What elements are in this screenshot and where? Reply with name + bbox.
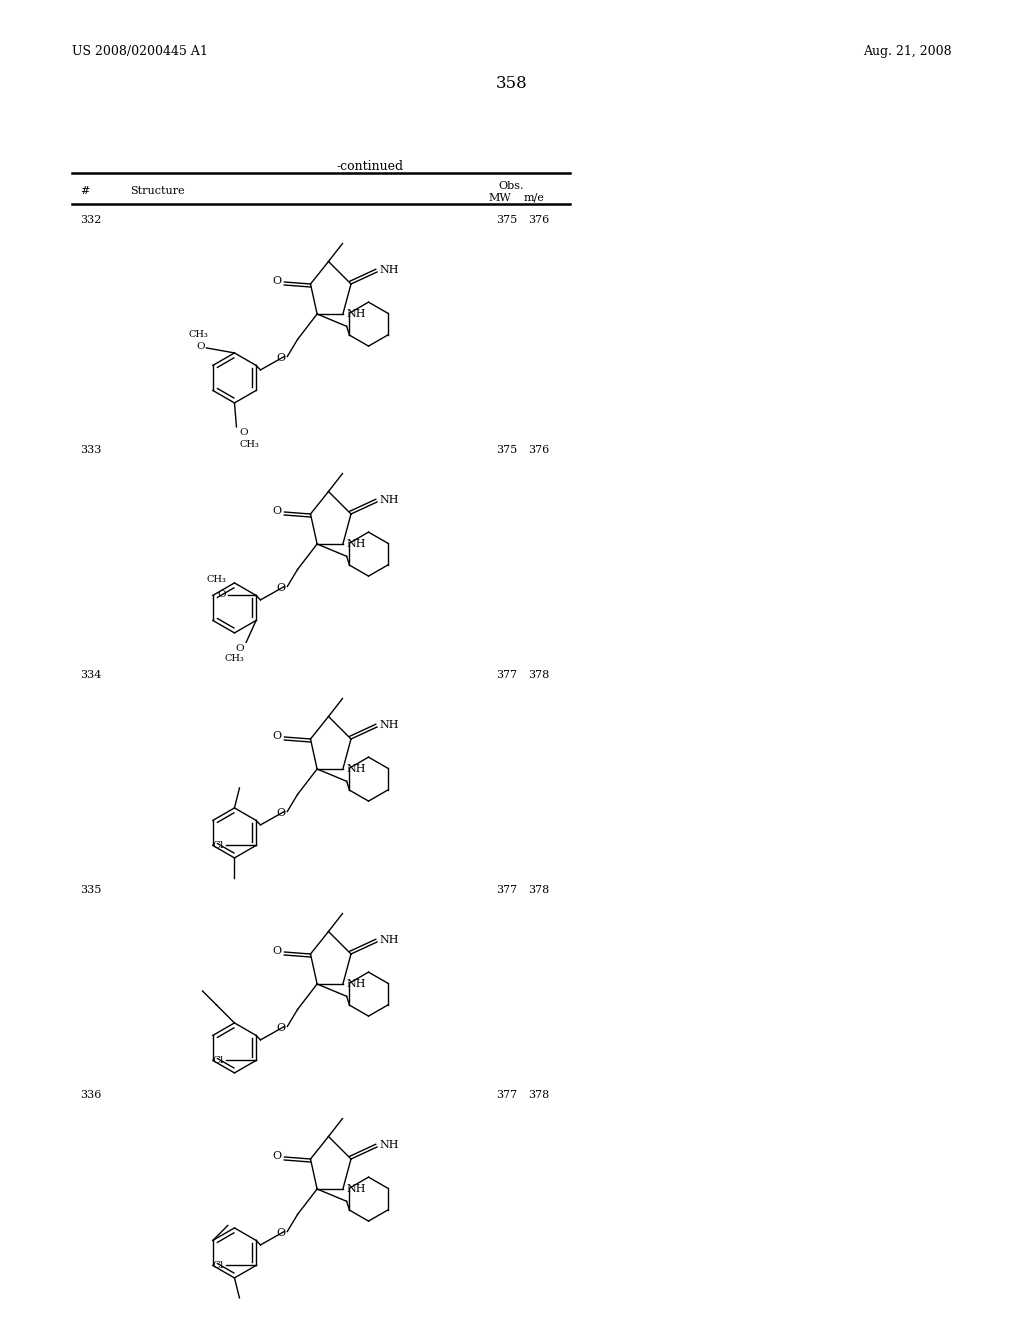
Text: 334: 334	[80, 671, 101, 680]
Text: 377: 377	[496, 671, 517, 680]
Text: O: O	[276, 1228, 286, 1238]
Text: m/e: m/e	[524, 193, 545, 203]
Text: Obs.: Obs.	[498, 181, 523, 191]
Text: US 2008/0200445 A1: US 2008/0200445 A1	[72, 45, 208, 58]
Text: NH: NH	[379, 265, 398, 275]
Text: -continued: -continued	[337, 160, 403, 173]
Text: 378: 378	[528, 671, 549, 680]
Text: Aug. 21, 2008: Aug. 21, 2008	[863, 45, 952, 58]
Text: NH: NH	[347, 764, 367, 774]
Text: O: O	[197, 342, 206, 351]
Text: Cl: Cl	[213, 1261, 224, 1270]
Text: Cl: Cl	[213, 1056, 224, 1065]
Text: O: O	[272, 946, 282, 956]
Text: O: O	[272, 731, 282, 741]
Text: CH₃: CH₃	[240, 440, 259, 449]
Text: MW: MW	[488, 193, 511, 203]
Text: CH₃: CH₃	[206, 576, 226, 585]
Text: 377: 377	[496, 884, 517, 895]
Text: CH₃: CH₃	[188, 330, 209, 339]
Text: 378: 378	[528, 884, 549, 895]
Text: O: O	[276, 808, 286, 817]
Text: O: O	[272, 276, 282, 286]
Text: #: #	[80, 186, 89, 195]
Text: O: O	[272, 506, 282, 516]
Text: NH: NH	[347, 309, 367, 319]
Text: 377: 377	[496, 1090, 517, 1100]
Text: 335: 335	[80, 884, 101, 895]
Text: 375: 375	[496, 445, 517, 455]
Text: CH₃: CH₃	[224, 655, 244, 664]
Text: 376: 376	[528, 445, 549, 455]
Text: NH: NH	[379, 935, 398, 945]
Text: Cl: Cl	[213, 841, 224, 850]
Text: O: O	[276, 582, 286, 593]
Text: 332: 332	[80, 215, 101, 224]
Text: NH: NH	[379, 1140, 398, 1150]
Text: 375: 375	[496, 215, 517, 224]
Text: NH: NH	[347, 979, 367, 989]
Text: Structure: Structure	[130, 186, 184, 195]
Text: NH: NH	[347, 1184, 367, 1195]
Text: NH: NH	[379, 719, 398, 730]
Text: 333: 333	[80, 445, 101, 455]
Text: O: O	[217, 590, 226, 599]
Text: O: O	[276, 352, 286, 363]
Text: NH: NH	[379, 495, 398, 506]
Text: NH: NH	[347, 539, 367, 549]
Text: O: O	[276, 1023, 286, 1032]
Text: 378: 378	[528, 1090, 549, 1100]
Text: O: O	[236, 644, 244, 653]
Text: O: O	[240, 428, 248, 437]
Text: 376: 376	[528, 215, 549, 224]
Text: 358: 358	[496, 75, 528, 92]
Text: O: O	[272, 1151, 282, 1162]
Text: 336: 336	[80, 1090, 101, 1100]
